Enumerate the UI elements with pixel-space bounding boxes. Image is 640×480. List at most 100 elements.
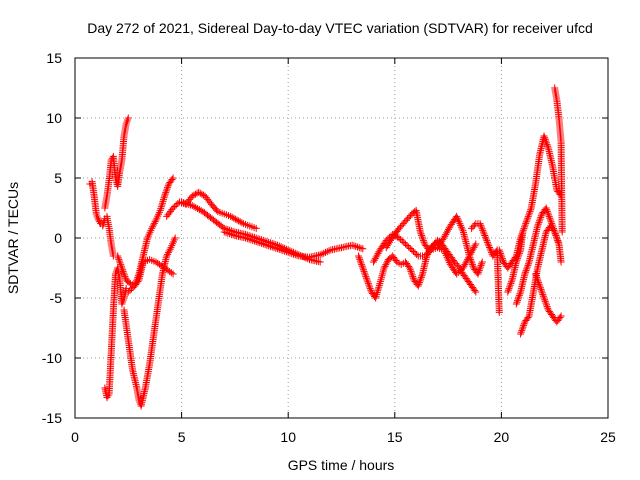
data-point-trail <box>413 251 421 258</box>
data-point-trail <box>250 237 258 245</box>
data-point-trail <box>361 271 369 279</box>
data-point-trail <box>481 233 489 241</box>
data-point-trail <box>352 242 360 250</box>
data-point-trail <box>150 219 158 227</box>
data-point-trail <box>542 137 550 145</box>
data-point-trail <box>441 232 449 240</box>
data-point-trail <box>162 189 170 197</box>
data-point <box>429 241 437 249</box>
data-point <box>169 174 177 182</box>
data-point <box>369 258 377 266</box>
data-point-trail <box>521 221 529 229</box>
data-point-trail <box>466 254 474 262</box>
data-point <box>421 252 429 260</box>
data-point-trail <box>425 248 433 255</box>
data-point-trail <box>554 238 562 246</box>
data-point-trail <box>272 244 280 252</box>
data-point-trail <box>114 254 122 262</box>
data-point-trail <box>484 240 492 248</box>
data-point-trail <box>373 251 381 259</box>
data-point-trail <box>457 266 465 274</box>
data-point <box>440 234 448 242</box>
data-point-trail <box>286 249 294 257</box>
data-point-trail <box>374 285 382 293</box>
data-point-trail <box>542 139 550 147</box>
data-point <box>408 246 416 254</box>
data-point <box>316 251 324 259</box>
data-point <box>263 241 271 249</box>
data-point <box>395 234 403 242</box>
data-point-trail <box>507 279 515 287</box>
data-point-trail <box>162 187 170 195</box>
data-point-trail <box>365 281 373 289</box>
data-point-trail <box>403 242 411 249</box>
data-point-trail <box>443 229 451 237</box>
data-point <box>169 270 177 278</box>
data-point-trail <box>499 256 507 264</box>
data-point <box>404 215 412 223</box>
data-point-trail <box>520 225 528 233</box>
data-point-trail <box>133 277 141 285</box>
data-point-trail <box>415 279 423 287</box>
data-point-trail <box>270 244 278 252</box>
data-point-trail <box>256 239 264 247</box>
data-point-trail <box>541 135 549 143</box>
data-point-trail <box>520 320 528 328</box>
data-point-trail <box>411 249 419 257</box>
data-point-trail <box>514 297 522 305</box>
data-point-trail <box>265 242 273 250</box>
data-point-trail <box>355 244 363 252</box>
chart-title: Day 272 of 2021, Sidereal Day-to-day VTE… <box>87 20 593 36</box>
data-point-trail <box>243 235 251 243</box>
data-point-trail <box>371 255 379 263</box>
data-point-trail <box>456 220 464 228</box>
data-point <box>472 288 480 296</box>
data-point-trail <box>238 219 246 227</box>
data-point-trail <box>524 314 532 321</box>
data-point <box>465 252 473 260</box>
data-point <box>242 234 250 242</box>
data-point-trail <box>358 262 366 270</box>
data-point <box>163 252 171 260</box>
data-point-trail <box>543 141 551 149</box>
y-axis-label: SDTVAR / TECUs <box>5 182 21 294</box>
data-point-trail <box>532 272 540 280</box>
data-point <box>416 228 424 236</box>
data-point-trail <box>426 244 434 252</box>
data-point-trail <box>525 260 533 268</box>
data-point <box>284 248 292 256</box>
data-point <box>557 258 565 266</box>
data-point-trail <box>547 218 555 226</box>
data-point <box>252 224 260 232</box>
y-tick-label: 10 <box>46 110 62 126</box>
data-point-trail <box>195 206 203 214</box>
data-point-trail <box>515 251 523 259</box>
data-point <box>551 228 559 236</box>
data-point-trail <box>554 237 562 245</box>
data-point-trail <box>320 249 328 257</box>
data-point-trail <box>535 280 543 288</box>
data-point-trail <box>373 289 381 297</box>
data-point-trail <box>516 290 524 298</box>
data-point-trail <box>366 285 374 293</box>
data-point-trail <box>416 277 424 285</box>
data-point <box>495 308 503 316</box>
data-point-trail <box>545 213 553 221</box>
data-point-trail <box>457 223 465 231</box>
data-point-trail <box>375 281 383 289</box>
data-point-trail <box>291 251 299 259</box>
data-point-trail <box>544 304 552 312</box>
data-point-trail <box>165 247 173 255</box>
data-point-trail <box>420 238 428 246</box>
data-point-trail <box>553 235 561 243</box>
data-point-trail <box>543 206 551 214</box>
data-point-trail <box>505 285 513 293</box>
data-point-trail <box>179 199 187 207</box>
data-point <box>474 270 482 278</box>
x-tick-label: 15 <box>387 429 403 445</box>
data-point-trail <box>288 250 296 258</box>
data-point <box>453 270 461 278</box>
data-point <box>220 228 228 236</box>
data-point-trail <box>409 273 417 281</box>
